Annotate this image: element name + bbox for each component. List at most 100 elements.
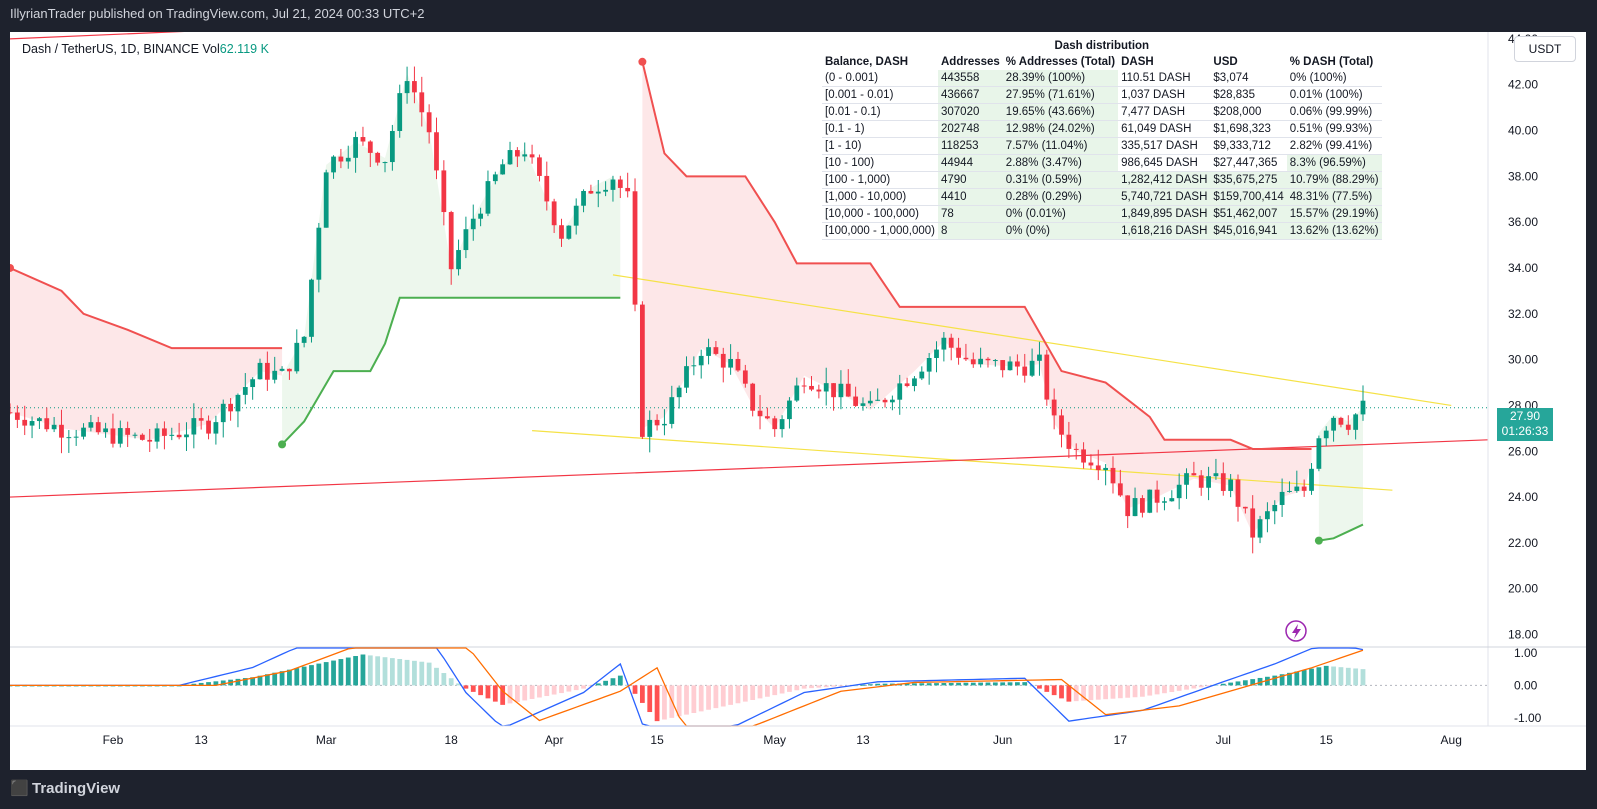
candle-body [882,399,888,403]
macd-histogram-bar [448,678,454,686]
candle-body [1110,467,1116,484]
distribution-cell: 48.31% (77.5%) [1286,188,1382,206]
footer-brand[interactable]: ⬛ TradingView [10,779,120,801]
supertrend-line [641,61,1312,450]
macd-histogram-bar [235,678,241,686]
price-tick-label: 30.00 [1508,353,1538,367]
candle-body [37,418,42,422]
yellow-trendline [612,274,1452,407]
macd-histogram-bar [1184,685,1189,690]
distribution-row: (0 - 0.001) 443558 28.39% (100%) 110.51 DAS… [822,70,1382,87]
macd-histogram-bar [301,666,307,686]
macd-histogram-bar [1323,665,1329,686]
chart-area[interactable]: 44.0042.0040.0038.0036.0034.0032.0030.00… [10,32,1586,770]
candle-body [581,190,586,206]
macd-histogram-bar [1007,682,1013,686]
candle-body [1301,486,1307,491]
candle-body [647,419,653,437]
price-axis[interactable]: 44.0042.0040.0038.0036.0034.0032.0030.00… [1487,32,1538,726]
supertrend-fill [1318,407,1363,541]
candle-body [345,157,351,162]
currency-unit-button[interactable]: USDT [1514,36,1576,62]
macd-histogram-bar [1169,685,1175,693]
candle-body [764,416,770,419]
macd-histogram-bar [367,655,373,686]
macd-histogram-bar [1117,685,1123,699]
macd-histogram-bar [581,685,586,689]
candle-body [44,418,50,430]
macd-histogram-bar [1132,685,1138,698]
macd-histogram-bar [485,685,491,699]
candle-body [625,187,631,192]
candle-body [566,225,572,239]
candle-body [367,141,373,153]
candle-body [875,399,881,401]
header-pct-addresses: % Addresses (Total) [1005,56,1116,68]
candle-body [573,205,579,226]
macd-histogram-bar [1265,676,1270,686]
macd-histogram-bar [1125,685,1131,698]
distribution-cell: 335,517 DASH [1118,137,1211,155]
candle-body [184,434,189,438]
macd-histogram-bar [323,662,329,686]
macd-histogram-bar [853,685,859,687]
header-dash: DASH [1121,56,1154,68]
candle-body [29,421,35,426]
lightning-alert-icon-glyph [1292,624,1301,639]
candle-body [1213,473,1219,477]
candle-body [507,150,513,165]
distribution-cell: 8 [937,222,1003,240]
candle-body [831,383,836,398]
distribution-cell: 4410 [937,188,1003,206]
price-tick-label: 26.00 [1508,444,1538,458]
candle-body [926,357,932,372]
candle-body [1162,501,1167,503]
distribution-cell: [1 - 10) [822,137,938,155]
symbol-legend[interactable]: Dash / TetherUS, 1D, BINANCE Vol62.119 K [20,42,271,56]
candle-body [713,347,719,354]
distribution-title: Dash distribution [1054,40,1150,52]
candle-body [1250,508,1256,538]
candle-body [794,385,800,401]
distribution-cell: $51,462,007 [1210,205,1287,223]
distribution-cell: $159,700,414 [1210,188,1287,206]
candle-body [154,428,160,442]
candle-body [978,358,984,365]
macd-histogram-bar [735,685,741,704]
price-chart-svg[interactable]: 44.0042.0040.0038.0036.0034.0032.0030.00… [10,32,1586,770]
macd-histogram-bar [1272,675,1278,686]
macd-histogram-bar [772,685,778,696]
candle-body [338,156,344,162]
candle-body [691,365,697,367]
time-tick-label: Jun [993,733,1012,747]
candle-body [698,355,704,366]
distribution-cell: [10 - 100) [822,154,938,172]
macd-histogram-bar [1037,685,1042,689]
candle-body [1242,506,1248,509]
tradingview-logo-icon: ⬛ [10,780,29,797]
candle-body [264,362,270,380]
candle-body [992,360,998,362]
candle-body [985,358,991,361]
macd-histogram-bar [566,685,572,692]
macd-histogram-bar [389,658,395,686]
candle-body [1265,511,1270,520]
distribution-cell: 7.57% (11.04%) [1002,137,1119,155]
candle-body [147,439,153,442]
time-axis[interactable]: Feb 13 Mar 18 Apr 15 May 13 Jun 17 Jul 15 Aug [10,725,1586,747]
candle-body [654,419,660,426]
candle-body [595,191,601,194]
macd-histogram-bar [992,682,998,686]
macd-histogram-bar [1316,667,1322,686]
header-balance: Balance, DASH [825,56,909,68]
supertrend-flip-dot [638,57,647,66]
candle-body [478,213,483,219]
macd-histogram-bar [647,685,653,713]
price-tick-label: 40.00 [1508,124,1538,138]
macd-histogram-bar [926,683,932,686]
supertrend-line [281,296,621,446]
candle-body [522,154,528,157]
macd-histogram-bar [360,654,366,686]
candle-body [676,387,682,398]
